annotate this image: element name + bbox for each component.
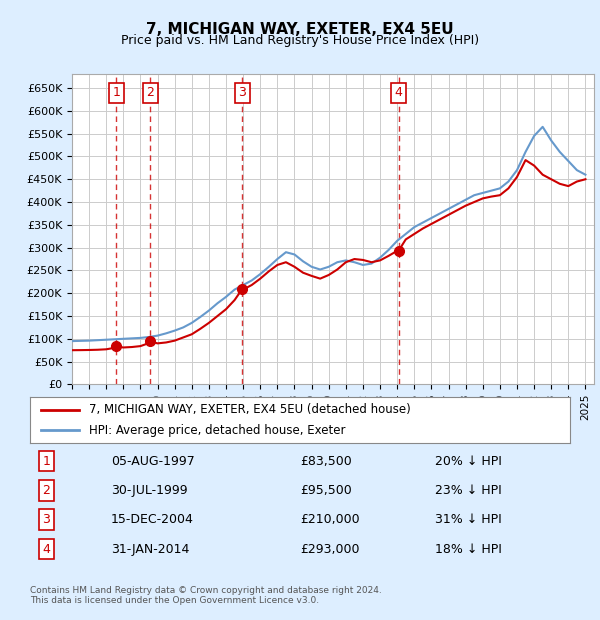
- Text: 31% ↓ HPI: 31% ↓ HPI: [435, 513, 502, 526]
- Text: £95,500: £95,500: [300, 484, 352, 497]
- Text: Contains HM Land Registry data © Crown copyright and database right 2024.
This d: Contains HM Land Registry data © Crown c…: [30, 586, 382, 605]
- Text: £293,000: £293,000: [300, 542, 359, 556]
- Text: 18% ↓ HPI: 18% ↓ HPI: [435, 542, 502, 556]
- Text: £210,000: £210,000: [300, 513, 359, 526]
- Text: 7, MICHIGAN WAY, EXETER, EX4 5EU (detached house): 7, MICHIGAN WAY, EXETER, EX4 5EU (detach…: [89, 404, 411, 416]
- Text: 3: 3: [42, 513, 50, 526]
- Text: 20% ↓ HPI: 20% ↓ HPI: [435, 454, 502, 467]
- Text: Price paid vs. HM Land Registry's House Price Index (HPI): Price paid vs. HM Land Registry's House …: [121, 34, 479, 47]
- Text: 4: 4: [395, 87, 403, 99]
- Text: 15-DEC-2004: 15-DEC-2004: [111, 513, 194, 526]
- Text: 4: 4: [42, 542, 50, 556]
- Text: 23% ↓ HPI: 23% ↓ HPI: [435, 484, 502, 497]
- Text: £83,500: £83,500: [300, 454, 352, 467]
- Text: 05-AUG-1997: 05-AUG-1997: [111, 454, 195, 467]
- Text: 2: 2: [42, 484, 50, 497]
- Text: 1: 1: [42, 454, 50, 467]
- Text: 1: 1: [112, 87, 120, 99]
- Text: 7, MICHIGAN WAY, EXETER, EX4 5EU: 7, MICHIGAN WAY, EXETER, EX4 5EU: [146, 22, 454, 37]
- Text: 2: 2: [146, 87, 154, 99]
- Text: HPI: Average price, detached house, Exeter: HPI: Average price, detached house, Exet…: [89, 424, 346, 436]
- Text: 3: 3: [239, 87, 247, 99]
- Text: 30-JUL-1999: 30-JUL-1999: [111, 484, 188, 497]
- Text: 31-JAN-2014: 31-JAN-2014: [111, 542, 190, 556]
